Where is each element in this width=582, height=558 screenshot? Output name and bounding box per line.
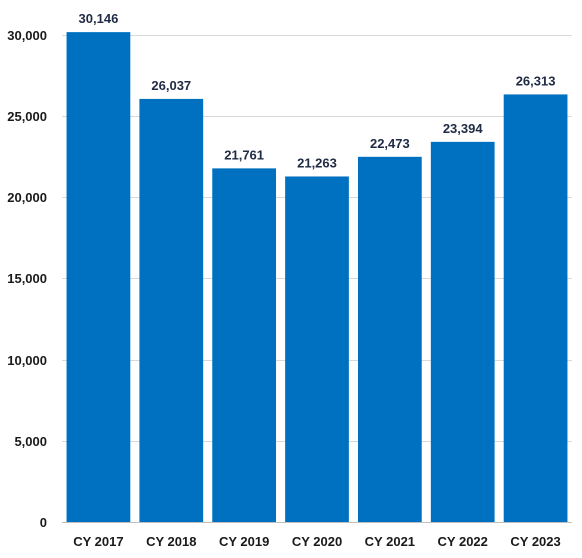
bar: [139, 98, 204, 523]
bar: [357, 156, 422, 522]
x-category-label: CY 2023: [510, 534, 560, 549]
bar: [503, 94, 568, 522]
bar: [285, 176, 349, 522]
x-axis-category-labels: CY 2017 CY 2018 CY 2019 CY 2020 CY 2021 CY 20…: [73, 534, 561, 549]
data-label: 21,761: [224, 147, 264, 162]
y-tick-label: 5,000: [14, 434, 47, 449]
y-tick-label: 0: [40, 515, 47, 530]
data-label: 26,037: [151, 78, 191, 93]
data-label: 23,394: [443, 121, 484, 136]
x-category-label: CY 2018: [146, 534, 196, 549]
bar: [66, 32, 131, 522]
y-tick-label: 15,000: [7, 271, 47, 286]
y-axis-tick-labels: 0 5,000 10,000 15,000 20,000 25,000 30,000: [7, 28, 47, 530]
x-category-label: CY 2019: [219, 534, 269, 549]
y-tick-label: 20,000: [7, 190, 47, 205]
data-labels: 30,146 26,037 21,761 21,263 22,473 23,394 26,3…: [79, 11, 556, 170]
bar: [430, 141, 495, 522]
x-category-label: CY 2021: [365, 534, 415, 549]
data-label: 21,263: [297, 155, 337, 170]
x-category-label: CY 2022: [438, 534, 488, 549]
bar: [212, 168, 277, 523]
x-category-label: CY 2020: [292, 534, 342, 549]
y-tick-label: 25,000: [7, 109, 47, 124]
data-label: 30,146: [79, 11, 119, 26]
bars: [66, 32, 568, 523]
data-label: 26,313: [516, 73, 556, 88]
y-tick-label: 30,000: [7, 28, 47, 43]
x-category-label: CY 2017: [73, 534, 123, 549]
y-tick-label: 10,000: [7, 353, 47, 368]
data-label: 22,473: [370, 136, 410, 151]
